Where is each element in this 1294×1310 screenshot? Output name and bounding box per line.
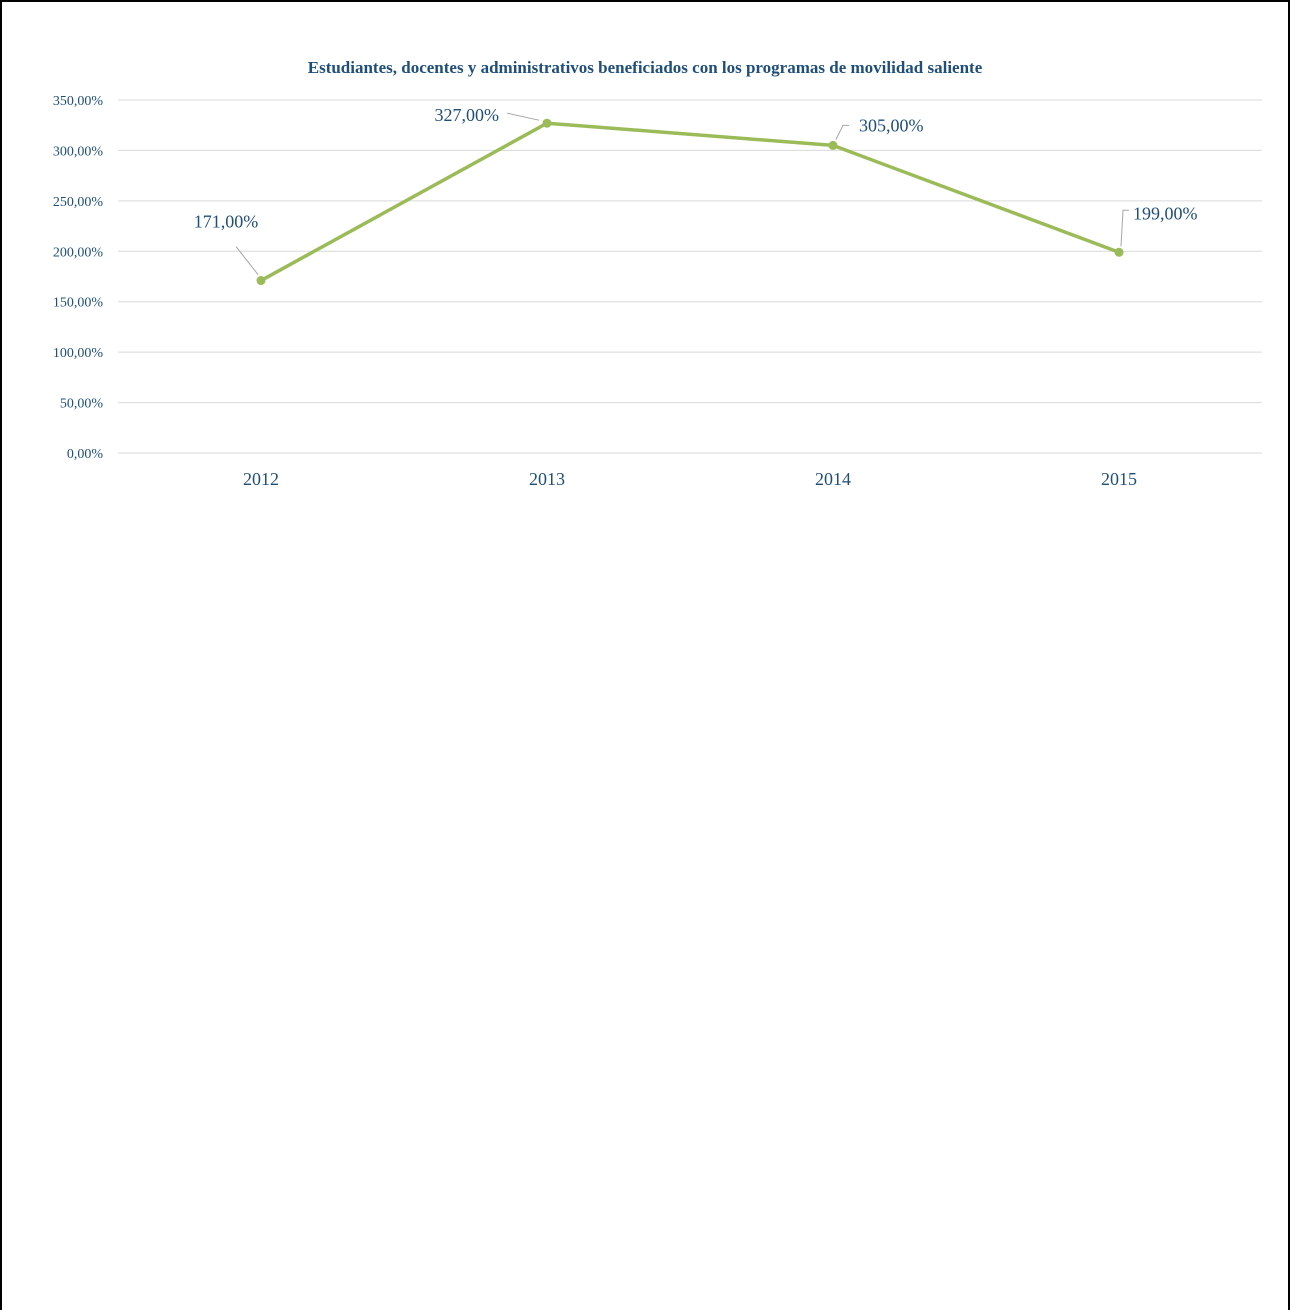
leader-line [1120, 209, 1129, 247]
leader-line [835, 124, 849, 140]
y-tick-label: 150,00% [53, 296, 104, 311]
chart-title: Estudiantes, docentes y administrativos … [307, 58, 983, 77]
y-tick-label: 100,00% [53, 346, 104, 361]
data-point [1114, 247, 1124, 257]
series-line [259, 121, 1121, 283]
y-tick-label: 200,00% [53, 245, 104, 260]
y-tick-label: 50,00% [60, 397, 104, 412]
x-tick-label: 2013 [529, 469, 565, 489]
leader-line [506, 112, 540, 121]
y-tick-label: 350,00% [53, 94, 104, 109]
x-tick-label: 2014 [815, 469, 851, 489]
data-label: 171,00% [194, 212, 259, 232]
gridlines [118, 99, 1262, 454]
data-point [542, 118, 552, 128]
line-chart: 0,00% 50,00% 100,00% 150,00% 200,00% 250,00% 3… [53, 94, 1262, 489]
leader-line [235, 246, 259, 275]
data-point [828, 140, 838, 150]
y-tick-label: 250,00% [53, 195, 104, 210]
x-tick-label: 2012 [243, 469, 279, 489]
data-label: 199,00% [1133, 203, 1198, 223]
y-tick-label: 300,00% [53, 144, 104, 159]
x-tick-label: 2015 [1101, 469, 1137, 489]
y-tick-label: 0,00% [67, 447, 104, 462]
data-label: 305,00% [859, 115, 924, 135]
data-labels: 171,00% 327,00% 305,00% 199,00% [194, 105, 1198, 275]
data-point [256, 276, 266, 286]
y-axis-ticks: 0,00% 50,00% 100,00% 150,00% 200,00% 250,00% 3… [53, 94, 104, 462]
x-axis-ticks: 2012 2013 2014 2015 [243, 469, 1137, 489]
data-label: 327,00% [435, 105, 500, 125]
series [256, 118, 1124, 286]
